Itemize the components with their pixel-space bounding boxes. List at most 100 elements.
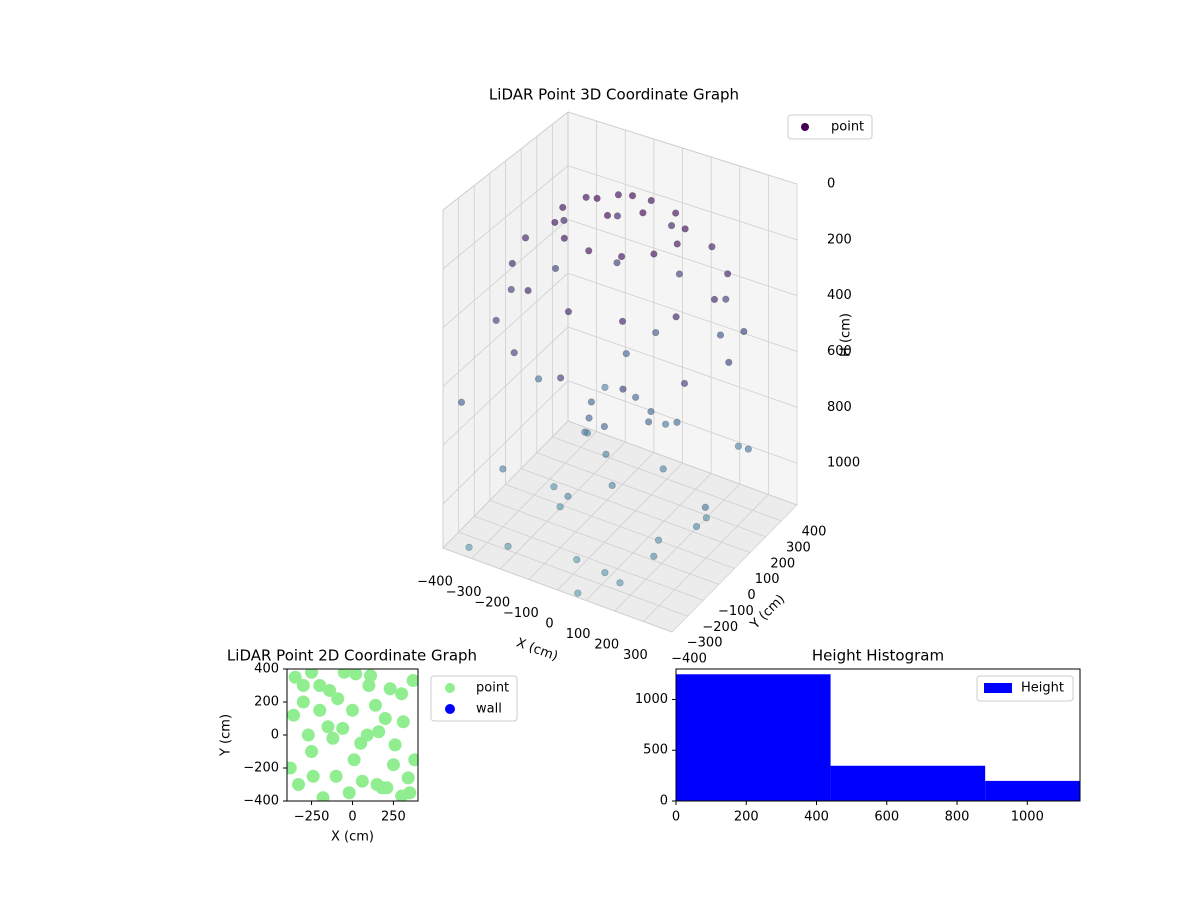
data-point (355, 774, 369, 788)
x-tick-label: 200 (594, 638, 619, 653)
x-tick-label: 600 (874, 810, 899, 825)
data-point (564, 308, 573, 316)
y-tick-label: −300 (687, 636, 723, 651)
y-tick-label: 0 (660, 794, 668, 809)
x-tick-label: 0 (545, 617, 553, 632)
data-point (507, 285, 515, 294)
data-point (551, 218, 559, 227)
legend-marker (801, 123, 809, 131)
data-point (347, 753, 361, 767)
data-point (508, 259, 516, 268)
z-axis-label: H (cm) (839, 313, 854, 357)
data-point (316, 791, 330, 801)
legend-label: wall (476, 702, 502, 717)
grid-line (505, 484, 735, 569)
data-point (647, 407, 655, 416)
data-point (716, 331, 725, 339)
data-point (608, 481, 616, 490)
data-point (744, 445, 752, 453)
grid-line (442, 165, 569, 270)
data-point (692, 522, 701, 531)
x-tick-label: 400 (804, 810, 829, 825)
data-point (600, 422, 608, 431)
x-tick-label: 800 (945, 810, 970, 825)
z-tick-label: 200 (827, 232, 852, 247)
y-tick-label: 0 (747, 588, 755, 603)
y-tick-label: −400 (243, 794, 279, 809)
data-point (504, 542, 512, 550)
data-point (368, 698, 382, 712)
data-point (296, 679, 310, 692)
x-tick-label: −400 (417, 575, 453, 590)
data-point (601, 568, 609, 577)
data-point (740, 327, 748, 336)
data-point (593, 194, 601, 202)
grid-line (567, 326, 798, 408)
data-point (306, 769, 320, 783)
legend-box (787, 114, 873, 140)
data-point (457, 398, 466, 406)
chart-title: LiDAR Point 3D Coordinate Graph (489, 86, 739, 104)
data-point (534, 375, 543, 383)
y-tick-label: −100 (718, 604, 754, 619)
y-axis-label: Y (cm) (219, 714, 234, 757)
x-tick-label: 100 (566, 627, 591, 642)
data-point (408, 753, 418, 767)
data-point (675, 270, 683, 278)
data-point (465, 543, 473, 551)
y-tick-label: 400 (802, 525, 827, 540)
data-point (362, 679, 376, 692)
data-point (360, 728, 374, 742)
bar (830, 765, 986, 801)
data-point (672, 209, 680, 217)
grid-line (567, 219, 798, 297)
z-tick-label: 400 (827, 288, 852, 303)
data-point (574, 589, 582, 597)
data-point (680, 379, 689, 388)
x-tick-label: 1000 (1011, 810, 1044, 825)
z-tick-label: 0 (827, 177, 835, 192)
grid-line (442, 272, 569, 387)
data-point (647, 196, 655, 205)
grid-line (520, 468, 751, 554)
data-point (510, 349, 518, 357)
data-point (336, 721, 350, 735)
grid-line (474, 515, 704, 601)
data-point (564, 492, 572, 500)
data-point (395, 789, 409, 801)
axes-frame (675, 668, 1081, 802)
data-point (386, 758, 400, 772)
data-point (725, 358, 733, 366)
z-tick-label: 600 (827, 344, 852, 359)
data-point (375, 781, 389, 795)
data-point (587, 398, 595, 406)
data-point (560, 216, 568, 225)
data-point (581, 428, 589, 436)
data-point (645, 418, 653, 426)
data-point (323, 683, 337, 697)
data-point (313, 703, 327, 717)
y-tick-label: −200 (702, 620, 738, 635)
data-point (602, 450, 610, 458)
x-tick-label: 0 (672, 810, 680, 825)
data-point (672, 313, 680, 321)
data-point (301, 728, 315, 742)
data-point (573, 555, 581, 564)
data-point (659, 465, 667, 473)
data-point (585, 247, 593, 255)
data-point (331, 692, 345, 706)
chart-title: Height Histogram (812, 647, 944, 665)
grid-line (442, 111, 569, 211)
data-point (617, 252, 626, 261)
data-point (639, 209, 647, 217)
data-point (722, 295, 730, 303)
bar (676, 674, 831, 801)
data-point (724, 270, 732, 278)
data-point (614, 191, 623, 199)
x-tick-label: −100 (503, 606, 539, 621)
data-point (654, 536, 663, 544)
data-point (401, 771, 415, 785)
legend-marker (984, 683, 1012, 693)
data-point (559, 203, 567, 211)
